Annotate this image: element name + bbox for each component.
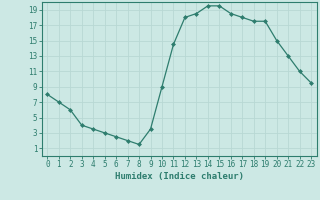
X-axis label: Humidex (Indice chaleur): Humidex (Indice chaleur) [115, 172, 244, 181]
